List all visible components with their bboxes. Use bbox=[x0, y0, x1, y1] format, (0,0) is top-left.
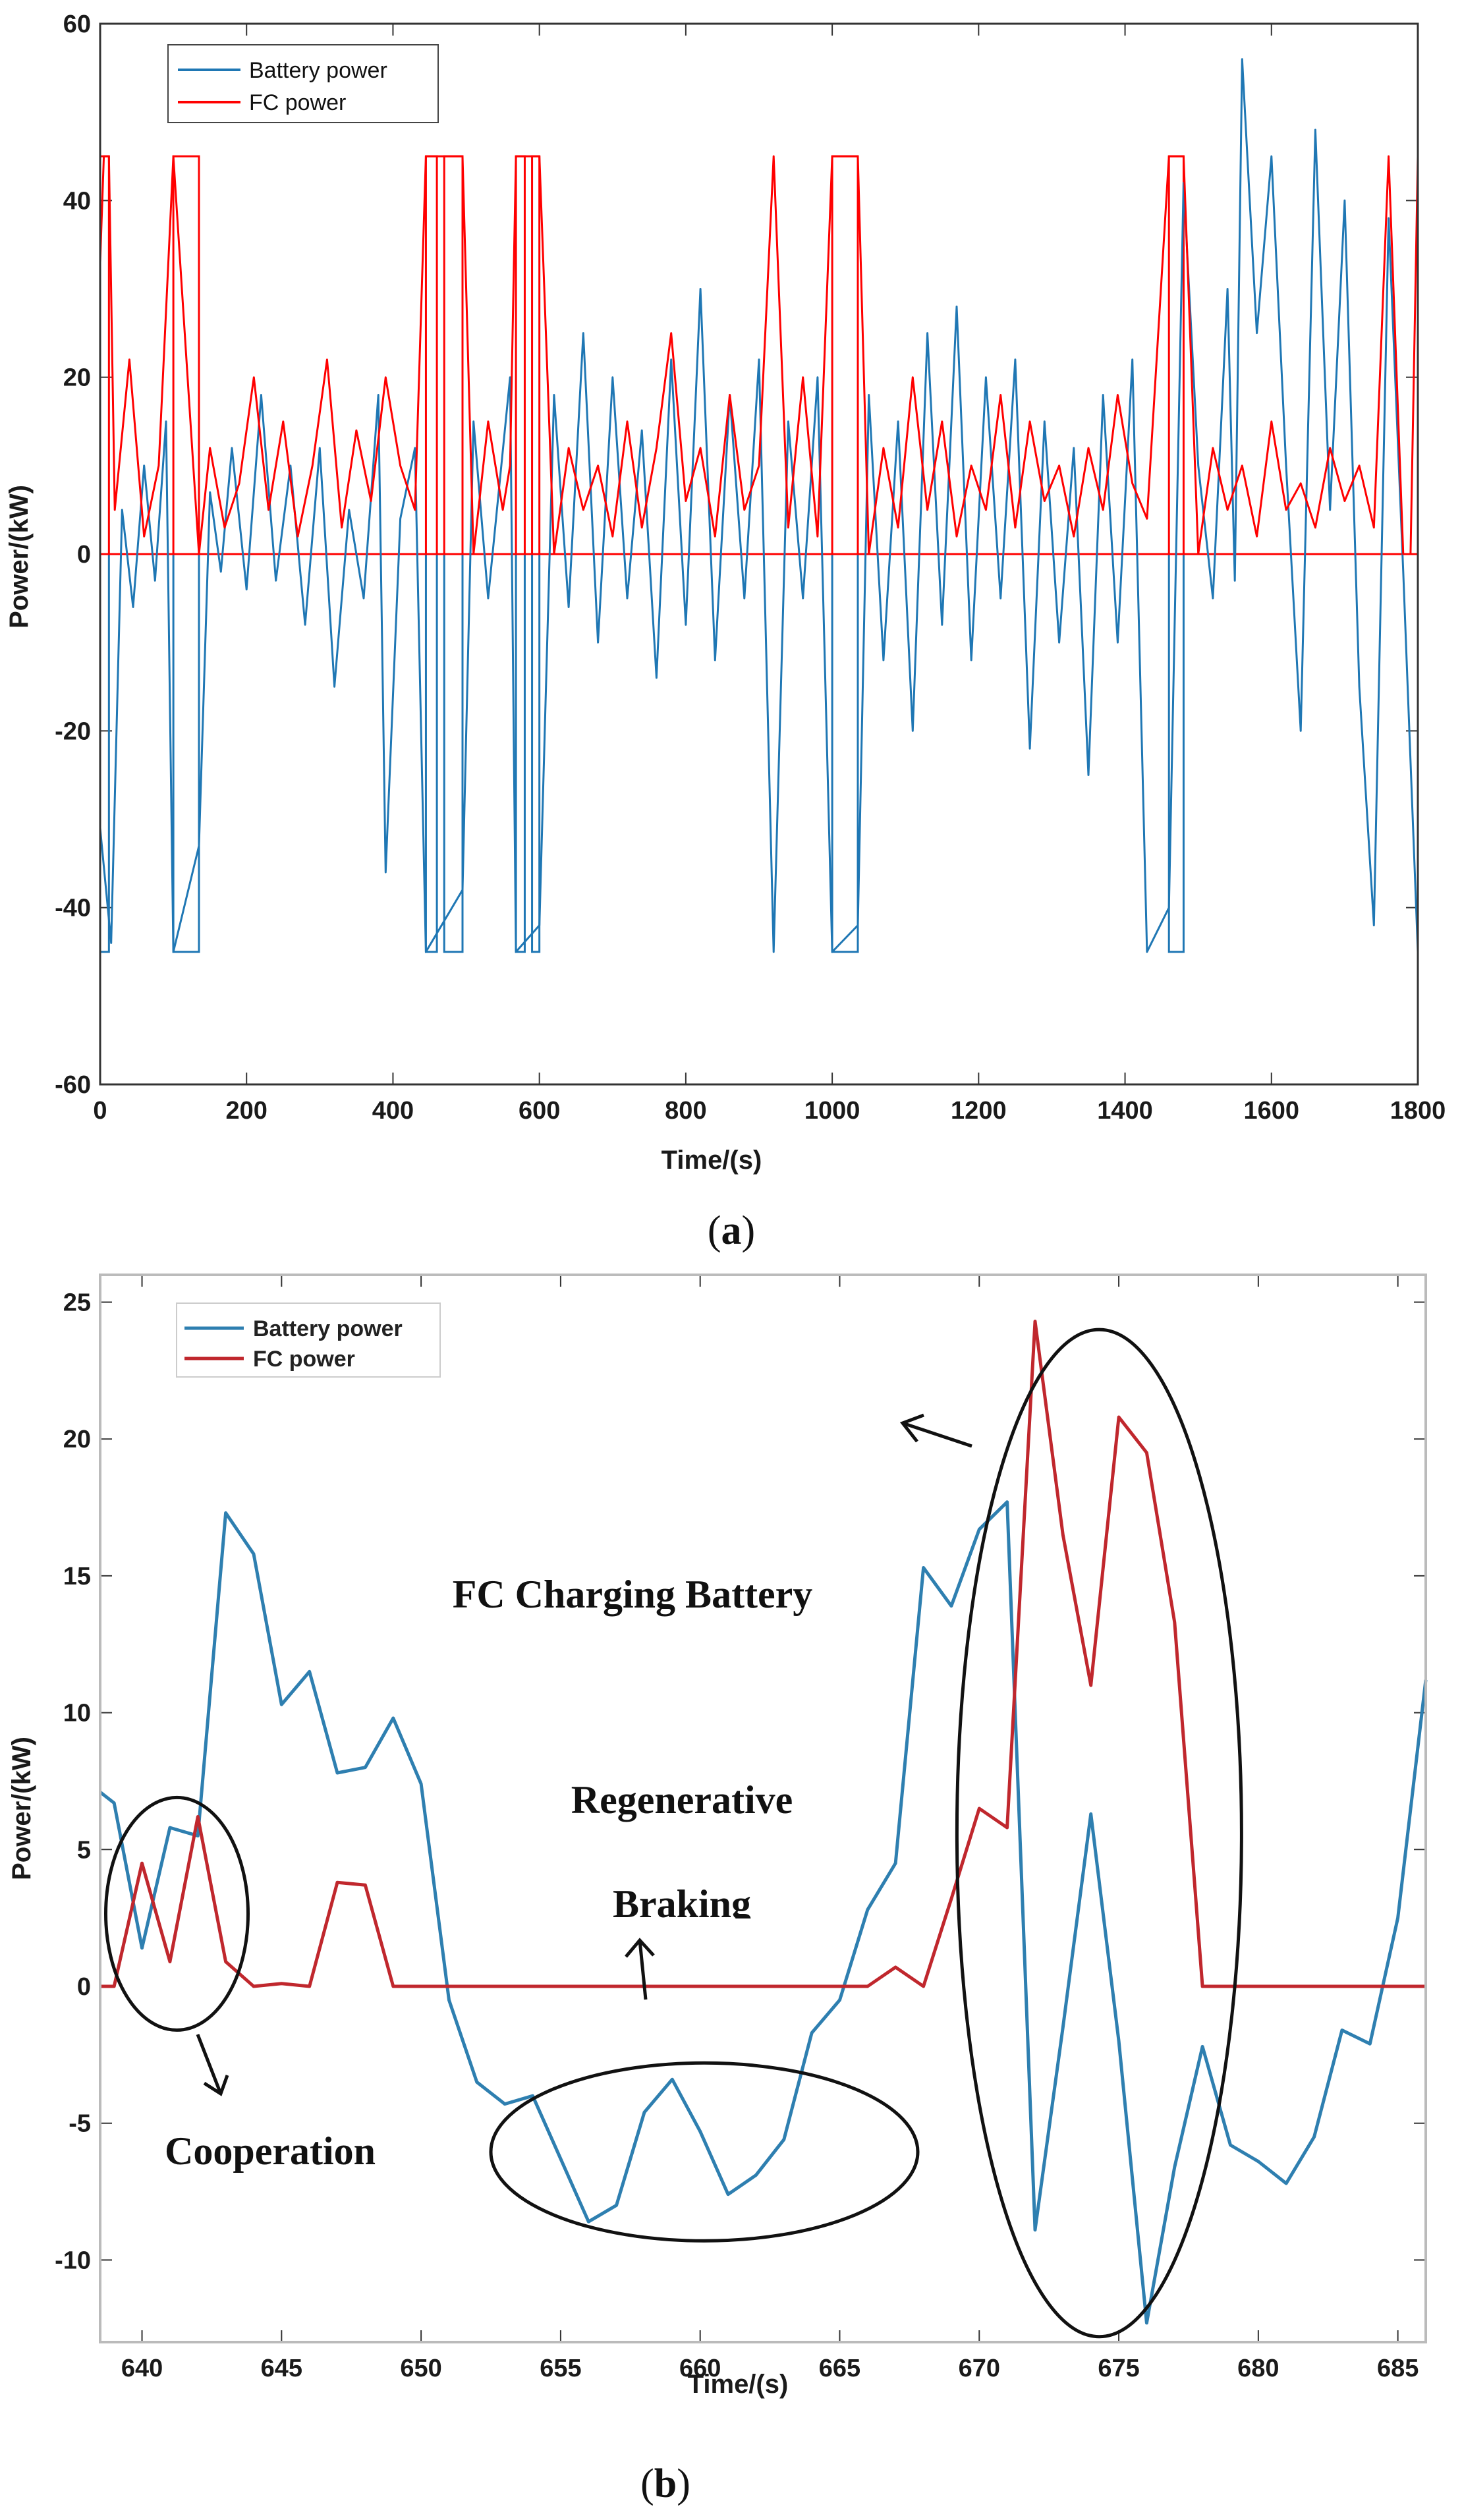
chart-b-ytick-label: 25 bbox=[63, 1289, 91, 1317]
chart-a-frame bbox=[99, 22, 1419, 1086]
chart-a-series-fc-line bbox=[99, 155, 1419, 555]
regenerative-label-mask bbox=[527, 1918, 843, 1928]
chart-a-legend-fc: FC power bbox=[249, 90, 346, 115]
chart-a-battery-saturation-block bbox=[515, 554, 526, 953]
chart-b: 640 645 650 655 660 665 670 675 680 685 -10 -5 0 5 10 1… bbox=[7, 1274, 1428, 2506]
chart-a-panel-label: (a) bbox=[708, 1208, 755, 1253]
chart-b-legend: Battery power FC power bbox=[176, 1302, 441, 1378]
chart-a-ylabel: Power/(kW) bbox=[5, 485, 34, 629]
cooperation-ellipse bbox=[104, 1795, 250, 2032]
chart-b-legend-fc: FC power bbox=[253, 1347, 355, 1372]
cooperation-label: Cooperation bbox=[165, 2129, 376, 2173]
fc-charging-arrow bbox=[902, 1421, 972, 1448]
chart-a-battery-saturation-block bbox=[1167, 554, 1185, 953]
regenerative-braking-ellipse bbox=[489, 2061, 920, 2243]
chart-a-ytick-label: 0 bbox=[77, 541, 91, 569]
chart-b-xtick-label: 660 bbox=[679, 2355, 721, 2382]
chart-a-battery-saturation-block bbox=[531, 554, 541, 953]
chart-b-xtick-label: 645 bbox=[261, 2355, 302, 2382]
fc-charging-arrowhead bbox=[899, 1413, 924, 1443]
chart-b-xtick-label: 665 bbox=[819, 2355, 860, 2382]
chart-a-xtick-label: 400 bbox=[372, 1097, 414, 1125]
chart-b-ytick-label: -5 bbox=[69, 2110, 91, 2138]
chart-a-ytick-label: -20 bbox=[55, 717, 91, 745]
chart-a-battery-saturation-block bbox=[172, 554, 200, 953]
chart-b-ticks: 640 645 650 655 660 665 670 675 680 685 -10 -5 0 5 10 1… bbox=[55, 1275, 1426, 2382]
chart-b-panel-letter: b bbox=[654, 2461, 677, 2506]
chart-a-xtick-label: 800 bbox=[665, 1097, 706, 1125]
chart-b-frame bbox=[99, 1274, 1427, 2343]
chart-b-ytick-label: 10 bbox=[63, 1700, 91, 1727]
regenerative-label-line1: Regenerative bbox=[571, 1778, 793, 1822]
chart-a-legend: Battery power FC power bbox=[167, 44, 439, 123]
fc-charging-ellipse bbox=[955, 1328, 1243, 2339]
chart-a-panel-letter: a bbox=[721, 1208, 742, 1253]
chart-a-ytick-label: 40 bbox=[63, 187, 91, 215]
fc-charging-label: FC Charging Battery bbox=[453, 1573, 813, 1616]
chart-a-xtick-label: 600 bbox=[519, 1097, 560, 1125]
chart-a-fc-saturation-block bbox=[172, 155, 200, 554]
chart-b-ytick-label: 5 bbox=[77, 1836, 91, 1864]
chart-a-xlabel: Time/(s) bbox=[661, 1146, 762, 1175]
chart-a-ytick-label: -60 bbox=[55, 1071, 91, 1099]
chart-a: 0 200 400 600 800 1000 1200 1400 1600 1800-60-40-… bbox=[0, 0, 1462, 1253]
cooperation-arrow bbox=[196, 2034, 223, 2094]
chart-a-xtick-label: 200 bbox=[226, 1097, 267, 1125]
chart-a-legend-box bbox=[167, 44, 439, 123]
chart-a-xtick-label: 1800 bbox=[1390, 1097, 1446, 1125]
chart-b-panel-label: (b) bbox=[640, 2461, 690, 2506]
chart-a-legend-battery: Battery power bbox=[249, 58, 387, 83]
chart-a-xtick-label: 1400 bbox=[1097, 1097, 1153, 1125]
chart-b-series bbox=[99, 1320, 1428, 2325]
chart-a-ytick-label: -40 bbox=[55, 895, 91, 922]
chart-b-series-battery-line bbox=[99, 1500, 1428, 2325]
chart-a-ytick-label: 60 bbox=[63, 11, 91, 38]
chart-b-xtick-label: 680 bbox=[1237, 2355, 1279, 2382]
chart-a-battery-saturation-block bbox=[831, 554, 859, 953]
chart-b-ytick-label: -10 bbox=[55, 2247, 91, 2274]
chart-a-series bbox=[99, 58, 1419, 953]
chart-a-xtick-label: 1200 bbox=[951, 1097, 1007, 1125]
chart-b-xlabel: Time/(s) bbox=[688, 2370, 789, 2399]
chart-b-ytick-label: 20 bbox=[63, 1426, 91, 1453]
regenerative-arrowhead bbox=[625, 1938, 655, 1958]
chart-b-legend-battery: Battery power bbox=[253, 1316, 403, 1341]
chart-b-xtick-label: 685 bbox=[1377, 2355, 1419, 2382]
chart-a-ticks: 0 200 400 600 800 1000 1200 1400 1600 1800-60-40-… bbox=[55, 11, 1446, 1125]
chart-b-xtick-label: 640 bbox=[121, 2355, 163, 2382]
chart-b-annotations: Regenerative Braking FC Charging Battery… bbox=[104, 1328, 1243, 2339]
chart-a-xtick-label: 1000 bbox=[804, 1097, 860, 1125]
chart-b-series-fc-line bbox=[100, 1320, 1426, 1988]
chart-b-ytick-label: 0 bbox=[77, 1973, 91, 2001]
chart-b-xtick-label: 670 bbox=[959, 2355, 1000, 2382]
chart-b-xtick-label: 655 bbox=[540, 2355, 581, 2382]
chart-b-legend-box bbox=[176, 1302, 441, 1378]
cooperation-arrowhead bbox=[203, 2075, 229, 2096]
chart-b-ylabel: Power/(kW) bbox=[7, 1737, 36, 1880]
chart-a-ytick-label: 20 bbox=[63, 364, 91, 392]
chart-b-xtick-label: 675 bbox=[1098, 2355, 1139, 2382]
chart-a-battery-saturation-block bbox=[424, 554, 438, 953]
chart-a-battery-saturation-block bbox=[443, 554, 464, 953]
chart-a-xtick-label: 0 bbox=[93, 1097, 107, 1125]
regenerative-arrow bbox=[638, 1940, 648, 2000]
chart-b-ytick-label: 15 bbox=[63, 1563, 91, 1590]
chart-a-xtick-label: 1600 bbox=[1244, 1097, 1300, 1125]
chart-b-xtick-label: 650 bbox=[400, 2355, 441, 2382]
